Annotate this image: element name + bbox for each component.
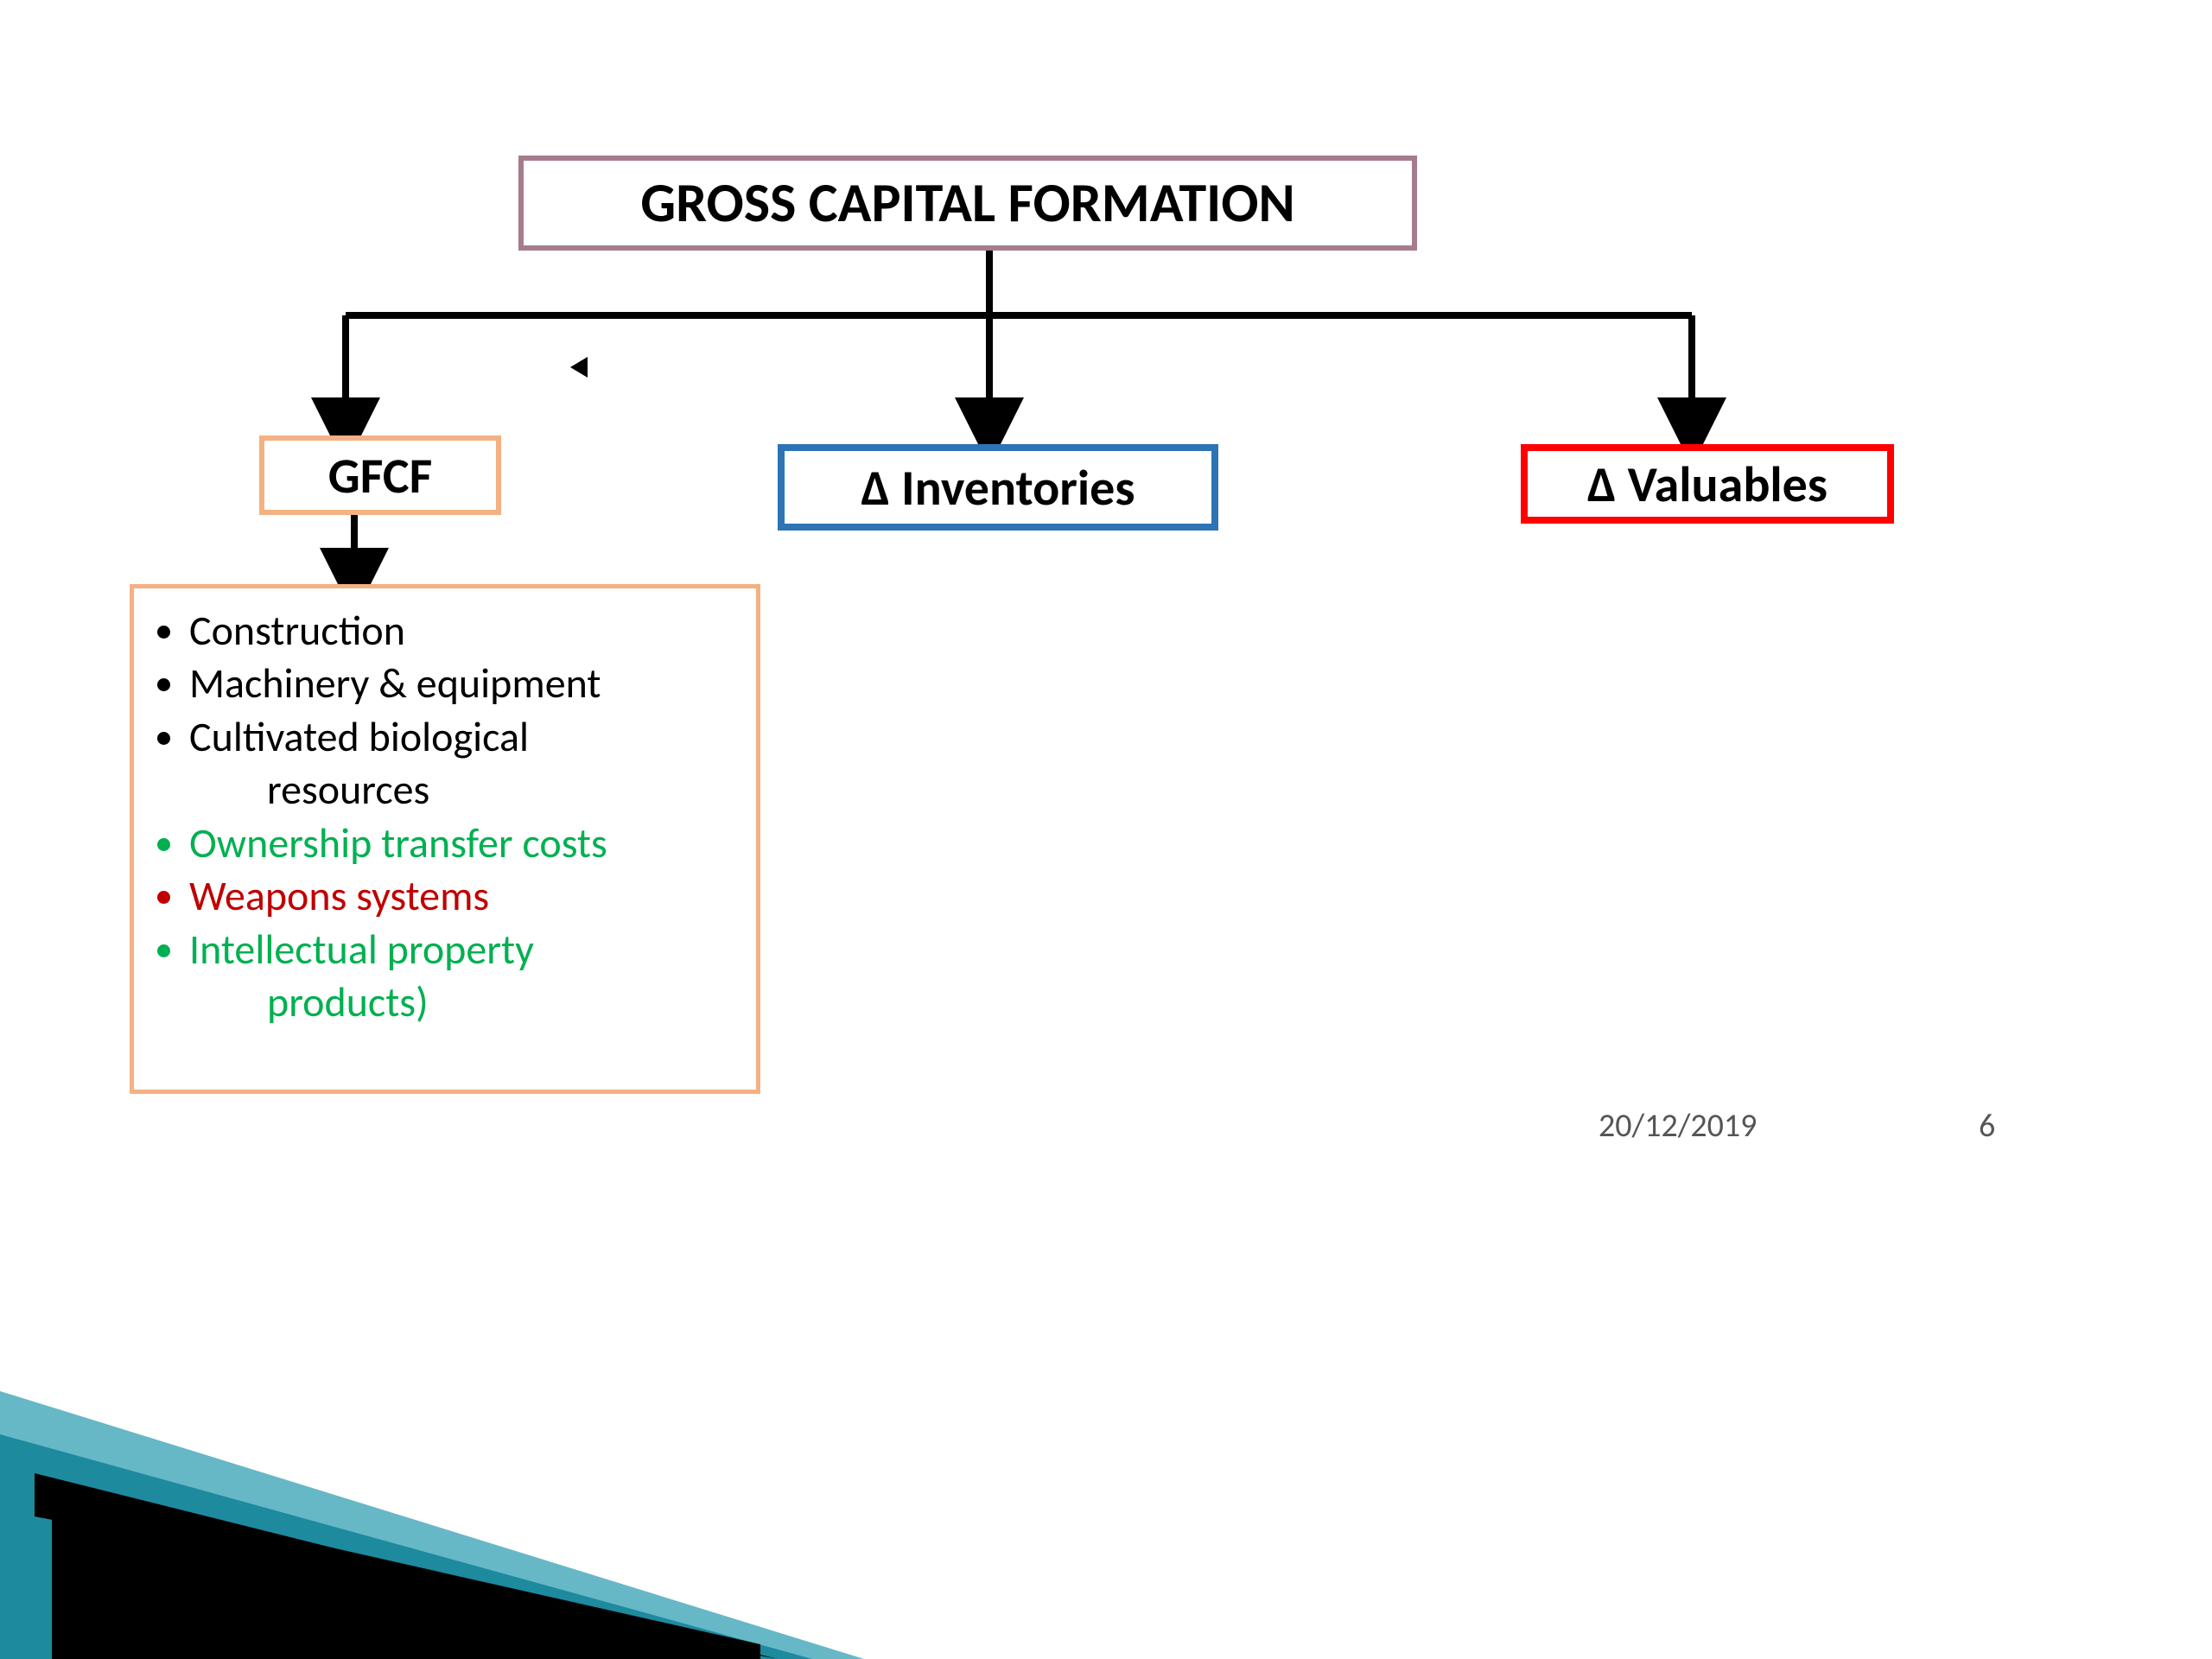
footer-page-number: 6 xyxy=(1979,1106,1995,1146)
title-box: GROSS CAPITAL FORMATION xyxy=(518,156,1417,251)
list-item: Machinery & equipment xyxy=(189,657,732,709)
list-item: Cultivated biologicalresources xyxy=(189,710,732,817)
list-item: Weapons systems xyxy=(189,869,732,922)
list-item: Construction xyxy=(189,604,732,657)
list-item: Ownership transfer costs xyxy=(189,817,732,869)
corner-decoration xyxy=(0,1287,950,1659)
footer-date-text: 20/12/2019 xyxy=(1599,1106,1757,1146)
footer-date: 20/12/2019 xyxy=(1599,1106,1757,1146)
inventories-box: Δ Inventories xyxy=(778,444,1218,531)
title-text: GROSS CAPITAL FORMATION xyxy=(640,169,1294,237)
valuables-box: Δ Valuables xyxy=(1521,444,1894,524)
valuables-label: Δ Valuables xyxy=(1587,454,1827,515)
footer-page-text: 6 xyxy=(1979,1106,1995,1146)
inventories-label: Δ Inventories xyxy=(861,457,1135,518)
list-item: Intellectual propertyproducts) xyxy=(189,923,732,1029)
gfcf-box: GFCF xyxy=(259,435,501,515)
gfcf-label: GFCF xyxy=(328,445,432,506)
gfcf-detail-list: ConstructionMachinery & equipmentCultiva… xyxy=(158,604,732,1029)
gfcf-detail-box: ConstructionMachinery & equipmentCultiva… xyxy=(130,584,760,1094)
